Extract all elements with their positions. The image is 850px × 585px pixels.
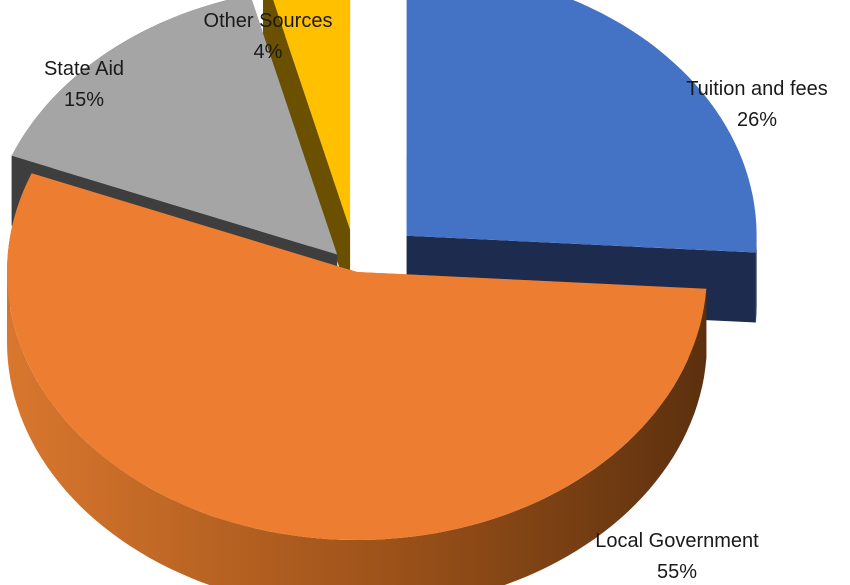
slice-labels: Tuition and fees 26% Local Government 55… <box>44 10 828 583</box>
value-local-government: 55% <box>657 561 697 583</box>
label-tuition: Tuition and fees <box>686 78 828 100</box>
slice-other-sources <box>273 0 351 230</box>
slice-tops <box>7 0 757 541</box>
slice-state-aid <box>11 0 338 255</box>
label-local-government: Local Government <box>595 530 759 552</box>
slice-local-government <box>7 173 707 541</box>
value-other-sources: 4% <box>254 41 283 63</box>
value-tuition: 26% <box>737 109 777 131</box>
value-state-aid: 15% <box>64 89 104 111</box>
slice-wall-other-sources-0 <box>263 0 351 300</box>
slice-rim-tuition <box>755 235 757 323</box>
label-state-aid: State Aid <box>44 58 124 80</box>
slice-tuition <box>406 0 757 253</box>
label-other-sources: Other Sources <box>204 10 333 32</box>
slice-rim-local-government <box>7 272 707 585</box>
